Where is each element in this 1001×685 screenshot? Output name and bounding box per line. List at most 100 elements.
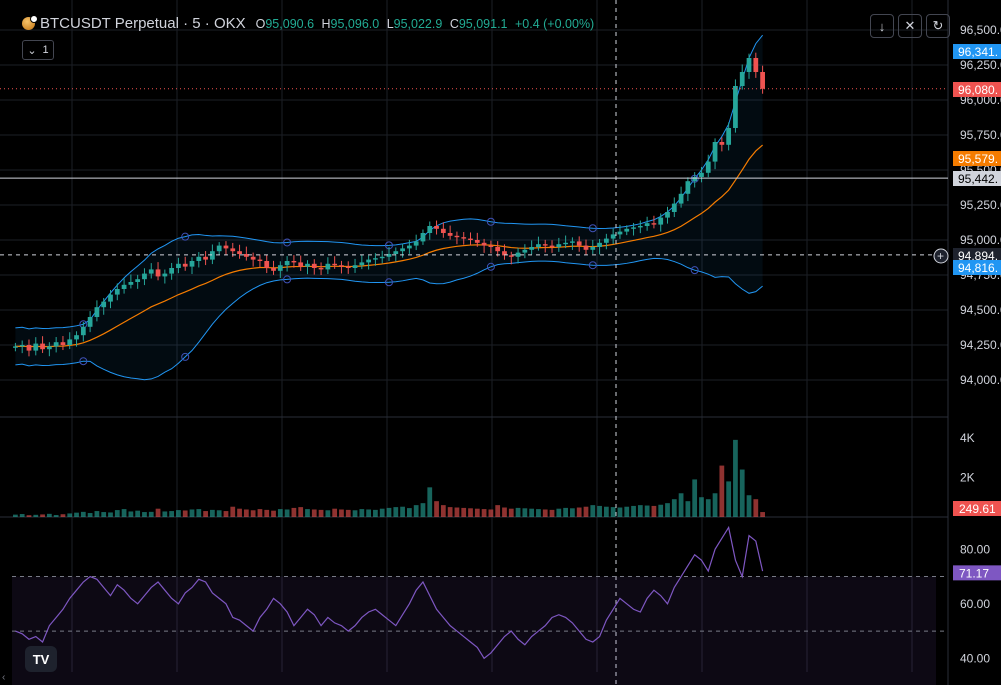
ohlc-values: O95,090.6 H95,096.0 L95,022.9 C95,091.1 … [256, 17, 599, 31]
candle-body [271, 268, 276, 271]
candle-body [665, 212, 670, 218]
volume-bar [658, 504, 664, 517]
candle-body [114, 289, 120, 295]
candle-body [264, 261, 270, 268]
candle-body [719, 142, 725, 145]
more-button[interactable]: ↻ [926, 14, 950, 38]
price-label-text: 94,816. [958, 261, 998, 275]
rsi-tick-label: 40.00 [960, 651, 990, 665]
candle-body [203, 256, 208, 260]
volume-bar [345, 509, 351, 517]
symbol-title[interactable]: BTCUSDT Perpetual · 5 · OKX [40, 15, 246, 32]
volume-bar [739, 469, 745, 517]
bollinger-lower-line [15, 257, 763, 381]
volume-bar [53, 515, 59, 517]
candle-body [13, 346, 18, 348]
band-marker [181, 232, 190, 241]
volume-bar [189, 509, 195, 517]
candle-body [339, 265, 344, 267]
low-label: L [386, 16, 394, 31]
high-value: 95,096.0 [330, 16, 380, 31]
volume-bar [536, 509, 541, 517]
band-marker [283, 275, 292, 284]
candle-body [60, 342, 66, 345]
candle-body [637, 226, 643, 228]
price-tick-label: 96,250.0 [960, 58, 1001, 72]
volume-bar [502, 507, 507, 517]
plus-icon: + [937, 249, 944, 263]
volume-bar [318, 509, 324, 517]
add-alert-icon [933, 248, 949, 264]
volume-bar [223, 511, 229, 517]
volume-bar [427, 487, 433, 517]
candle-body [760, 72, 765, 89]
indicators-collapse-button[interactable]: ⌄ 1 [22, 40, 54, 60]
candle-body [80, 326, 86, 336]
candle-body [597, 242, 602, 247]
volume-bar [352, 510, 358, 517]
volume-bar [454, 507, 460, 517]
candle-body [121, 284, 127, 289]
candle-body [447, 233, 453, 236]
volume-bar [461, 507, 467, 517]
volume-bar [40, 514, 45, 517]
high-label: H [321, 16, 331, 31]
ema-line [15, 144, 763, 348]
volume-bar [359, 509, 365, 517]
volume-bar [298, 507, 304, 517]
volume-bar [366, 509, 371, 517]
volume-bar [699, 497, 704, 517]
candle-body [488, 245, 494, 247]
candle-body [400, 248, 405, 252]
candle-body [407, 245, 412, 249]
candle-body [712, 142, 718, 162]
volume-bar [705, 499, 711, 517]
volume-bar [590, 505, 596, 517]
volume-tick-label: 4K [960, 431, 975, 445]
candle-body [189, 261, 195, 267]
candle-body [631, 227, 636, 229]
candle-body [733, 86, 738, 128]
move-down-button[interactable]: ↓ [870, 14, 894, 38]
volume-bar [692, 479, 698, 517]
candle-body [128, 282, 134, 285]
volume-bar [176, 510, 181, 517]
candle-body [379, 256, 385, 259]
band-marker [588, 224, 597, 233]
volume-bar [230, 506, 236, 517]
tradingview-logo[interactable]: TV [25, 646, 57, 672]
symbol-header: BTCUSDT Perpetual · 5 · OKX O95,090.6 H9… [22, 15, 598, 32]
volume-bar [26, 515, 32, 517]
candle-body [311, 263, 317, 268]
volume-bar [135, 510, 141, 517]
candle-body [298, 262, 304, 267]
volume-bar [257, 509, 263, 517]
volume-bar [393, 507, 399, 517]
arrow-down-icon: ↓ [878, 18, 886, 34]
volume-bar [291, 507, 297, 517]
candle-body [685, 181, 691, 194]
volume-bar [339, 509, 344, 517]
volume-bar [556, 508, 562, 517]
price-label-box [953, 260, 1001, 275]
candle-body [148, 269, 154, 274]
candle-body [196, 256, 202, 261]
candle-body [610, 234, 616, 239]
volume-bar [203, 511, 208, 517]
candle-body [454, 235, 460, 238]
candle-body [169, 268, 175, 274]
price-label-box [953, 171, 1001, 186]
open-value: 95,090.6 [265, 16, 315, 31]
candle-body [590, 247, 596, 250]
price-tick-label: 94,250.0 [960, 338, 1001, 352]
volume-bar [447, 507, 453, 517]
volume-bar [746, 495, 752, 517]
maximize-button[interactable]: ✕ [898, 14, 922, 38]
price-label-text: 95,579. [958, 152, 998, 166]
candle-body [250, 256, 256, 260]
volume-bar [678, 493, 684, 517]
corner-marker: ‹ [2, 672, 6, 683]
candle-body [739, 72, 745, 86]
candle-body [644, 223, 650, 226]
